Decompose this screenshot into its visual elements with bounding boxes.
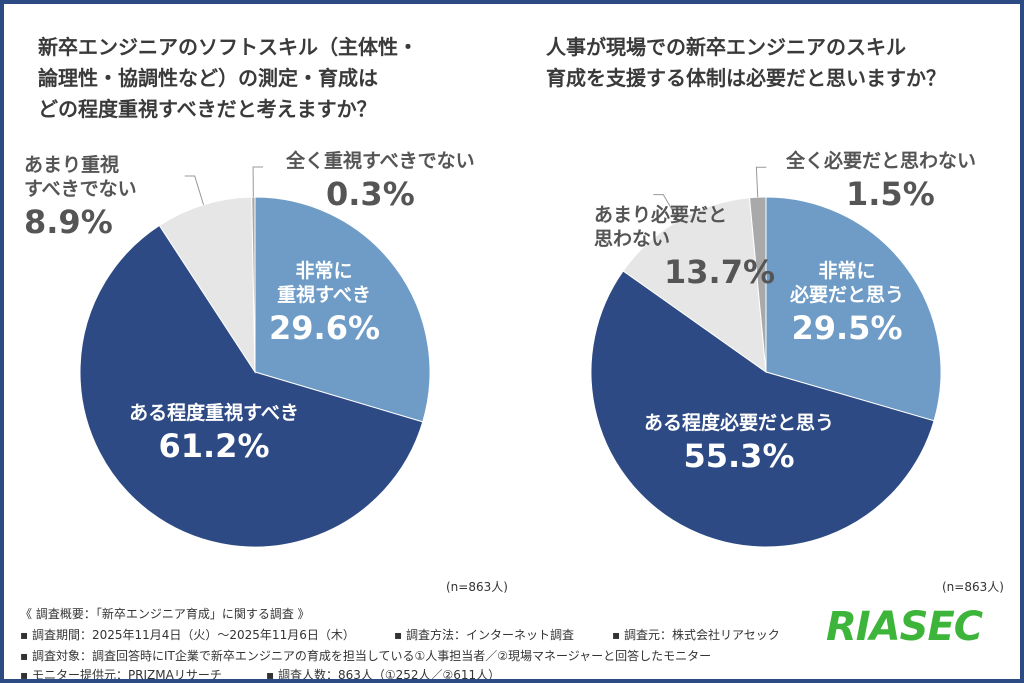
right-notmuch-label: あまり必要だと 思わない 13.7% <box>594 204 776 291</box>
left-sample-size: (n=863人) <box>446 580 508 594</box>
right-somewhat-label: ある程度必要だと思う 55.3% <box>643 412 834 475</box>
right-leader-line-notmuch <box>653 194 679 221</box>
right-slice-notatall <box>748 196 767 373</box>
left-leader-line-notatall <box>252 166 264 198</box>
left-slice-very <box>254 196 431 423</box>
chart-title-left: 新卒エンジニアのソフトスキル（主体性・ 論理性・協調性など）の測定・育成は どの… <box>38 35 418 121</box>
chart-title-right: 人事が現場での新卒エンジニアのスキル 育成を支援する体制は必要だと思いますか？ <box>546 35 946 90</box>
right-leader-line-notatall <box>755 166 767 198</box>
footer-source: ▪ 調査元：株式会社リアセック <box>612 628 780 642</box>
left-leader-line-notmuch <box>184 175 205 205</box>
footer-provider: ▪ モニター提供元：PRIZMAリサーチ <box>20 668 222 682</box>
left-somewhat-label: ある程度重視すべき 61.2% <box>129 402 299 465</box>
right-very-label: 非常に 必要だと思う 29.5% <box>789 260 904 347</box>
left-notmuch-label: あまり重視 すべきでない 8.9% <box>24 154 137 241</box>
left-slice-somewhat <box>79 224 424 548</box>
right-slice-notmuch <box>622 197 767 374</box>
right-slice-somewhat <box>590 270 935 548</box>
footer-target: ▪ 調査対象：調査回答時にIT企業で新卒エンジニアの育成を担当している①人事担当… <box>20 649 712 663</box>
footer-method: ▪ 調査方法：インターネット調査 <box>394 628 574 642</box>
right-sample-size: (n=863人) <box>942 580 1004 594</box>
pie-charts <box>79 166 942 548</box>
footer-heading: 《 調査概要：「新卒エンジニア育成」に関する調査 》 <box>20 607 310 621</box>
footer-count: ▪ 調査人数：863人（①252人／②611人） <box>266 668 501 682</box>
riasec-logo: RIASEC <box>826 604 983 650</box>
right-slice-very <box>765 196 942 422</box>
left-slice-notmuch <box>158 196 256 374</box>
left-notatall-label: 全く重視すべきでない 0.3% <box>286 150 475 213</box>
right-notatall-label: 全く必要だと思わない 1.5% <box>786 150 977 213</box>
left-very-label: 非常に 重視すべき 29.6% <box>269 260 381 347</box>
footer-period: ▪ 調査期間：2025年11月4日（火）～2025年11月6日（木） <box>20 628 355 642</box>
